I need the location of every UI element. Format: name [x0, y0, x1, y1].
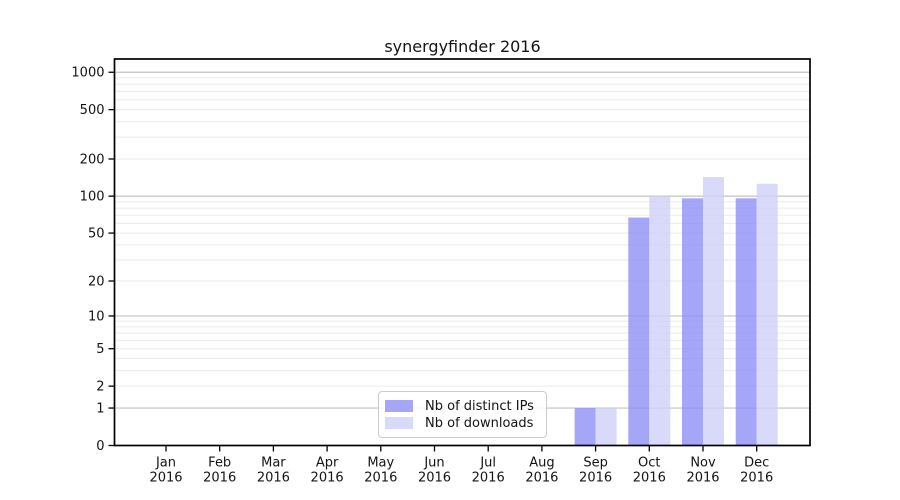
legend-label-distinct-ips: Nb of distinct IPs	[425, 398, 534, 414]
y-tick-label: 10	[88, 309, 105, 324]
x-tick-label-year: 2016	[203, 471, 236, 486]
legend-item-distinct-ips: Nb of distinct IPs	[385, 398, 538, 414]
bar-nb-of-downloads-nov	[703, 176, 724, 446]
x-tick-label-month: Apr	[316, 456, 339, 471]
x-tick-label-year: 2016	[579, 471, 612, 486]
x-tick-label-year: 2016	[633, 471, 666, 486]
axes-spines	[113, 58, 811, 447]
x-tick-label-month: May	[367, 456, 394, 471]
x-tick-label-year: 2016	[686, 471, 719, 486]
y-tick-label: 0	[96, 439, 104, 454]
bar-nb-of-downloads-sep	[595, 408, 617, 446]
chart-title: synergyfinder 2016	[384, 37, 541, 56]
y-tick-label: 1000	[71, 66, 104, 81]
y-tick-label: 1	[96, 402, 104, 417]
bar-nb-of-downloads-dec	[756, 183, 778, 446]
legend-item-downloads: Nb of downloads	[385, 415, 538, 431]
legend-label-downloads: Nb of downloads	[425, 415, 534, 431]
bar-nb-of-distinct-ips-oct	[628, 217, 650, 446]
bar-nb-of-downloads-oct	[649, 196, 671, 446]
x-tick-label-year: 2016	[311, 471, 344, 486]
x-tick-label-year: 2016	[364, 471, 397, 486]
x-tick-label-month: Nov	[690, 456, 716, 471]
y-tick-label: 2	[96, 380, 104, 395]
x-tick-label-year: 2016	[418, 471, 451, 486]
x-tick-label-month: Mar	[261, 456, 286, 471]
legend-swatch-distinct-ips	[385, 400, 413, 412]
x-tick-label-month: Dec	[744, 456, 769, 471]
x-tick-label-month: Jun	[423, 456, 444, 471]
x-tick-label-year: 2016	[257, 471, 290, 486]
legend: Nb of distinct IPs Nb of downloads	[378, 391, 547, 438]
x-tick-label-month: Feb	[208, 456, 231, 471]
bar-nb-of-distinct-ips-sep	[574, 408, 596, 446]
y-tick-label: 500	[80, 103, 105, 118]
bar-nb-of-distinct-ips-dec	[735, 198, 757, 446]
x-tick-label-month: Jul	[479, 456, 496, 471]
x-tick-label-year: 2016	[740, 471, 773, 486]
x-tick-label-year: 2016	[525, 471, 558, 486]
x-tick-label-month: Sep	[583, 456, 608, 471]
y-tick-label: 20	[88, 275, 105, 290]
y-tick-label: 100	[80, 190, 105, 205]
y-tick-label: 50	[88, 227, 105, 242]
x-tick-label-year: 2016	[472, 471, 505, 486]
legend-swatch-downloads	[385, 417, 413, 429]
x-tick-label-month: Aug	[529, 456, 554, 471]
x-tick-label-year: 2016	[149, 471, 182, 486]
y-tick-label: 200	[80, 152, 105, 167]
x-tick-label-month: Jan	[155, 456, 176, 471]
y-tick-label: 5	[96, 342, 104, 357]
x-tick-label-month: Oct	[638, 456, 660, 471]
bar-nb-of-distinct-ips-nov	[682, 198, 703, 446]
